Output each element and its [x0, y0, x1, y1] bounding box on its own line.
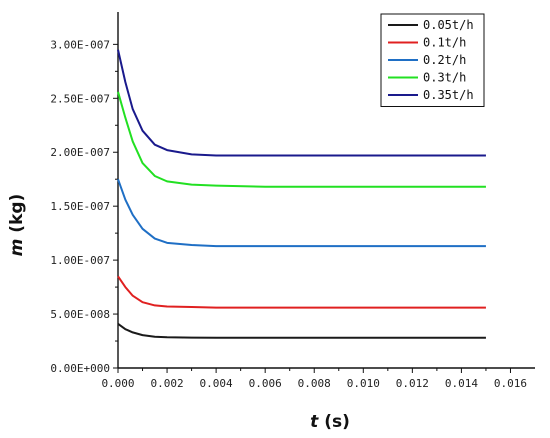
x-tick-label: 0.010 — [347, 377, 380, 390]
x-tick-label: 0.012 — [396, 377, 429, 390]
legend-label: 0.2t/h — [423, 53, 466, 67]
series-line — [117, 49, 486, 157]
series-layer — [117, 49, 486, 339]
y-tick-label: 3.00E-007 — [50, 38, 110, 51]
series-line — [117, 91, 486, 188]
y-tick-label: 1.50E-007 — [50, 200, 110, 213]
x-tick-label: 0.002 — [150, 377, 183, 390]
x-axis-unit: (s) — [318, 412, 350, 432]
axes: 0.00E+000 5.00E-008 1.00E-007 1.50E-007 2.00… — [50, 12, 535, 390]
x-axis-title: t (s) — [310, 412, 350, 432]
y-axis-unit: (kg) — [7, 194, 27, 239]
series-line — [117, 275, 486, 309]
series-line — [117, 178, 486, 248]
x-tick-label: 0.000 — [101, 377, 134, 390]
x-tick-label: 0.014 — [445, 377, 478, 390]
legend-label: 0.1t/h — [423, 36, 466, 50]
legend-label: 0.35t/h — [423, 88, 474, 102]
y-axis-var: m — [7, 239, 27, 257]
legend: 0.05t/h 0.1t/h 0.2t/h 0.3t/h 0.35t/h — [380, 13, 485, 107]
y-tick-label: 2.00E-007 — [50, 146, 110, 159]
series-line — [117, 322, 486, 339]
y-axis-title: m (kg) — [7, 194, 27, 257]
x-axis-var: t — [310, 412, 319, 432]
y-tick-label: 1.00E-007 — [50, 254, 110, 267]
x-tick-label: 0.006 — [249, 377, 282, 390]
y-tick-label: 5.00E-008 — [50, 308, 110, 321]
y-tick-label: 0.00E+000 — [50, 362, 110, 375]
x-tick-label: 0.004 — [200, 377, 233, 390]
legend-label: 0.05t/h — [423, 18, 474, 32]
x-tick-label: 0.016 — [494, 377, 527, 390]
x-tick-label: 0.008 — [298, 377, 331, 390]
y-tick-label: 2.50E-007 — [50, 92, 110, 105]
legend-label: 0.3t/h — [423, 71, 466, 85]
